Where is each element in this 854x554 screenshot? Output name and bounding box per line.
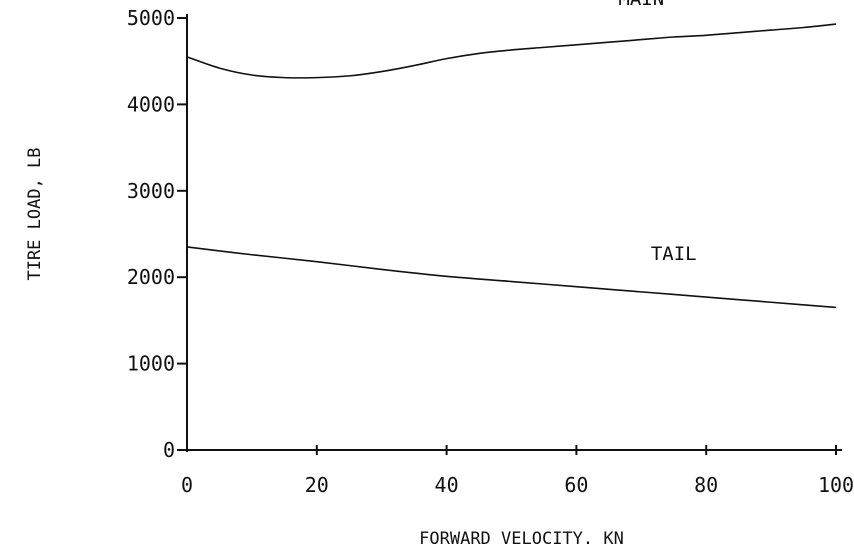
y-tick-label: 0 [163, 438, 175, 462]
series-label-main: MAIN [618, 0, 664, 10]
x-tick-label: 80 [694, 473, 718, 497]
x-tick-label: 20 [305, 473, 329, 497]
y-tick-label: 3000 [127, 179, 175, 203]
y-tick-label: 1000 [127, 352, 175, 376]
y-axis-title: TIRE LOAD, LB [25, 147, 45, 280]
x-tick-label: 100 [818, 473, 854, 497]
y-tick-label: 4000 [127, 92, 175, 116]
y-tick-label: 5000 [127, 6, 175, 30]
x-tick-label: 40 [435, 473, 459, 497]
series-line-tail [186, 246, 837, 309]
axes [185, 14, 842, 452]
series-group [186, 23, 837, 309]
x-ticks: 0 20 40 60 80 100 [181, 445, 854, 497]
series-line-main [186, 23, 837, 79]
series-labels: MAIN TAIL [618, 0, 696, 265]
series-label-tail: TAIL [651, 243, 697, 265]
y-ticks: 0 1000 2000 3000 4000 5000 [127, 6, 187, 462]
x-axis-title: FORWARD VELOCITY. KN [419, 529, 624, 549]
y-tick-label: 2000 [127, 265, 175, 289]
x-tick-label: 60 [564, 473, 588, 497]
x-tick-label: 0 [181, 473, 193, 497]
